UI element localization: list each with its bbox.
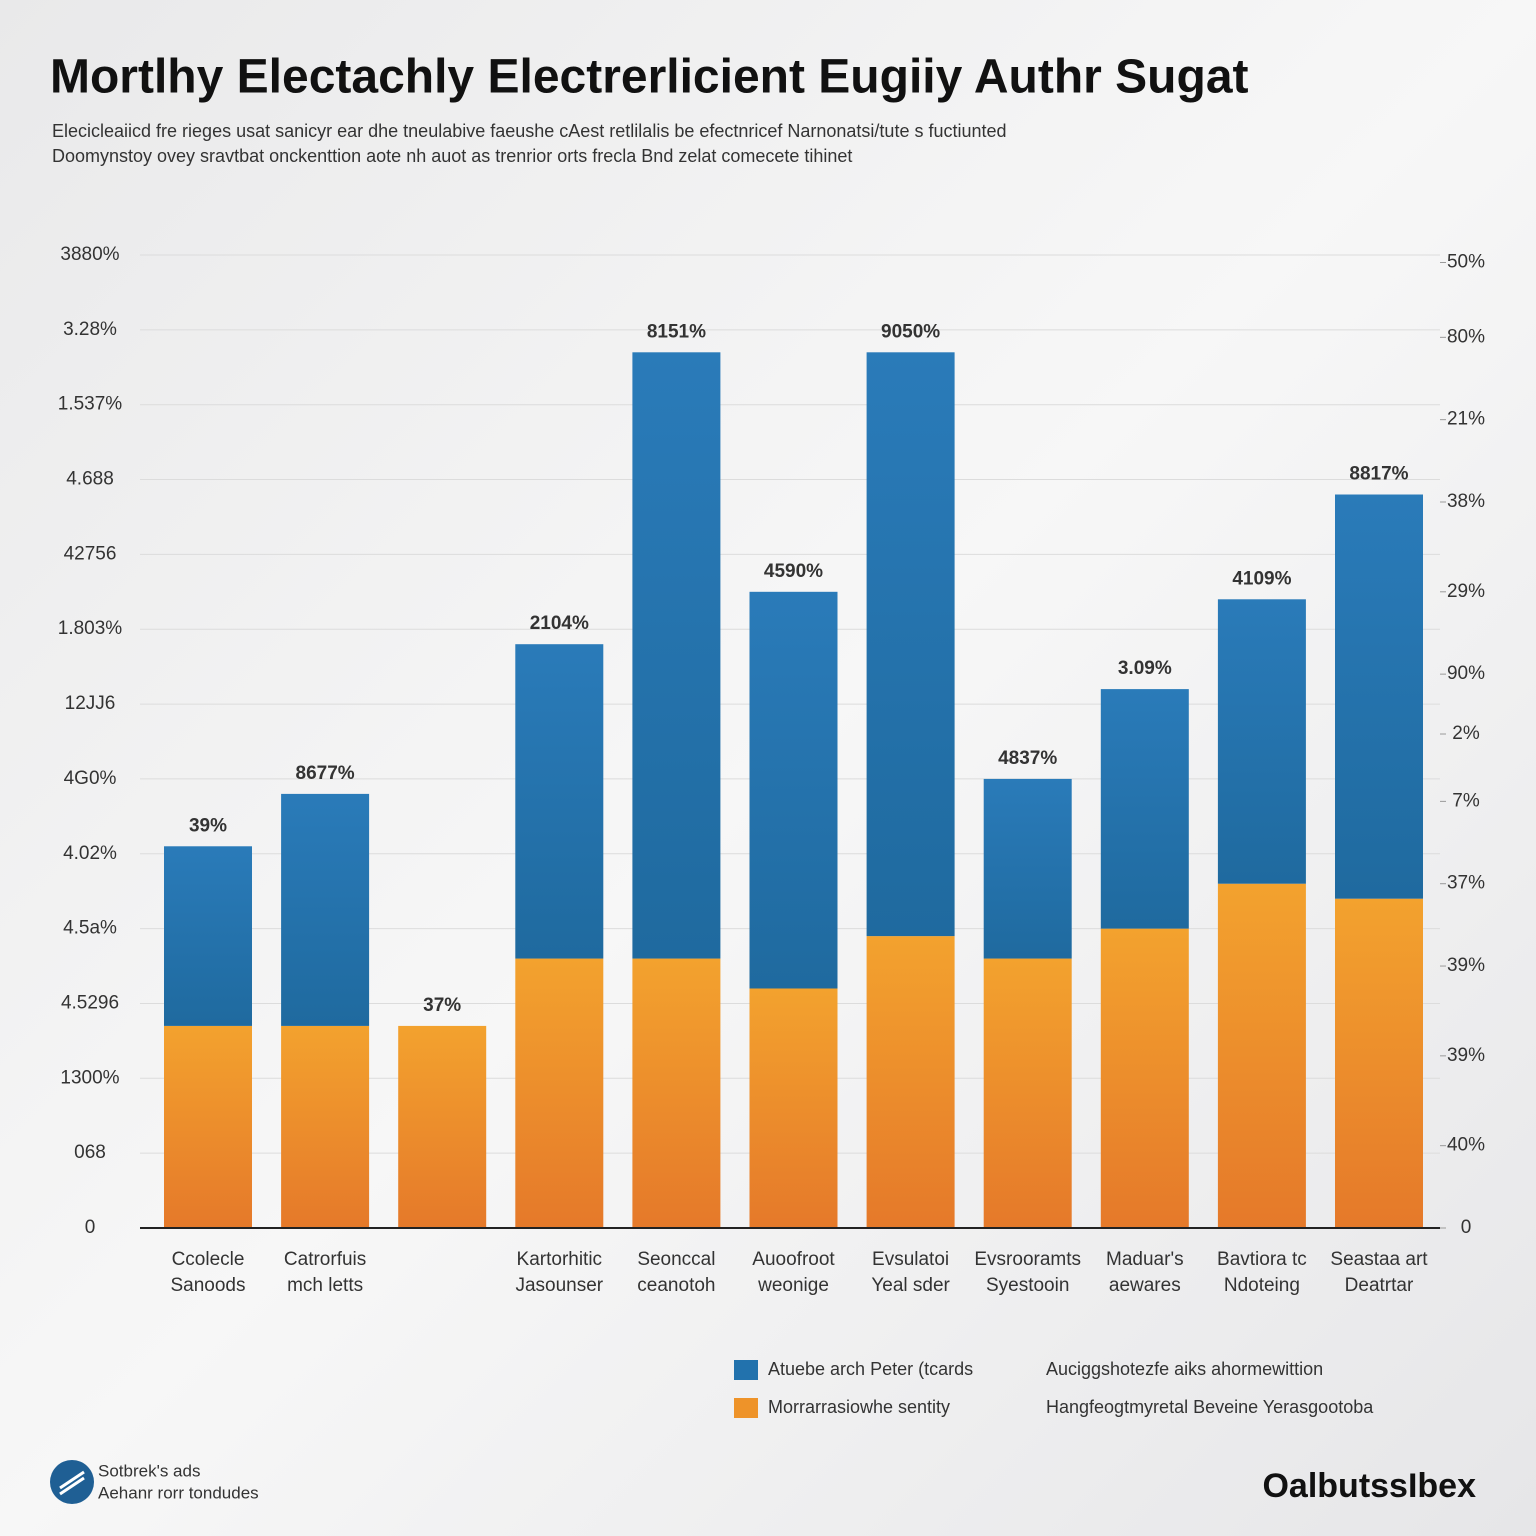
y2-tick-label: 80%: [1447, 326, 1485, 347]
bar-segment: [632, 352, 721, 959]
x-tick-label: Catrorfuis: [284, 1249, 366, 1270]
x-tick-label: Jasounser: [515, 1275, 603, 1296]
x-tick-label: weonige: [757, 1275, 829, 1296]
x-tick-label: Auoofroot: [752, 1249, 835, 1270]
logo-mark: [59, 1470, 85, 1496]
bar-segment: [749, 988, 838, 1228]
y2-tick-label: 0: [1461, 1217, 1472, 1238]
footer-text: Aehanr rorr tondudes: [98, 1483, 259, 1502]
y2-tick-label: 40%: [1447, 1135, 1485, 1156]
y2-tick-label: 39%: [1447, 955, 1485, 976]
y2-tick-label: 2%: [1452, 723, 1480, 744]
y-tick-label: 12JJ6: [65, 693, 116, 714]
y-tick-label: 3880%: [60, 244, 119, 265]
y-tick-label: 4.5296: [61, 992, 119, 1013]
bar-segment: [515, 644, 604, 959]
bar-segment: [398, 1025, 487, 1228]
bar-label: 4837%: [998, 748, 1057, 769]
x-tick-label: Yeal sder: [871, 1275, 950, 1296]
y-tick-label: 3.28%: [63, 319, 117, 340]
y-tick-label: 4.5a%: [63, 918, 117, 939]
bar-segment: [1335, 898, 1423, 1228]
legend-label: Atuebe arch Peter (tcards: [768, 1359, 973, 1379]
x-tick-label: Seastaa art: [1330, 1249, 1428, 1270]
x-tick-label: Deatrtar: [1345, 1275, 1414, 1296]
subtitle: Elecicleaiicd fre rieges usat sanicyr ea…: [52, 121, 1007, 141]
y-tick-label: 1.803%: [58, 618, 123, 639]
bar-label: 9050%: [881, 321, 940, 342]
x-tick-label: Seonccal: [637, 1249, 715, 1270]
subtitle: Doomynstoy ovey sravtbat onckenttion aot…: [52, 146, 852, 166]
x-tick-label: aewares: [1109, 1275, 1181, 1296]
bar-segment: [1335, 494, 1423, 899]
y2-tick-label: 37%: [1447, 873, 1485, 894]
y2-tick-label: 7%: [1452, 790, 1480, 811]
y-tick-label: 4.02%: [63, 843, 117, 864]
bar-segment: [281, 1025, 370, 1228]
bar-segment: [983, 958, 1072, 1228]
logo-icon: [50, 1460, 94, 1504]
bar-segment: [281, 793, 370, 1026]
bar-segment: [1100, 689, 1189, 929]
x-tick-label: mch letts: [287, 1275, 363, 1296]
footer-text: Sotbrek's ads: [98, 1461, 200, 1480]
bar-segment: [515, 958, 604, 1228]
legend-label: Morrarrasiowhe sentity: [768, 1397, 950, 1417]
y-tick-label: 1300%: [60, 1067, 119, 1088]
bar-label: 8677%: [296, 763, 355, 784]
bar-label: 3.09%: [1118, 658, 1172, 679]
chart-title: Mortlhy Electachly Electrerlicient Eugii…: [50, 51, 1249, 104]
bar-segment: [164, 846, 252, 1026]
bar-label: 4590%: [764, 561, 823, 582]
x-tick-label: Evsulatoi: [872, 1249, 949, 1270]
y2-tick-label: 90%: [1447, 663, 1485, 684]
y2-tick-label: 21%: [1447, 409, 1485, 430]
bar-segment: [1100, 928, 1189, 1228]
bar-segment: [632, 958, 721, 1228]
y2-tick-label: 38%: [1447, 491, 1485, 512]
y-tick-label: 4G0%: [64, 768, 117, 789]
y-tick-label: 4.688: [66, 469, 114, 490]
y-tick-label: 0: [85, 1217, 96, 1238]
bar-label: 4109%: [1232, 568, 1291, 589]
bar-segment: [866, 936, 955, 1228]
legend-note: Hangfeogtmyretal Beveine Yerasgootoba: [1046, 1397, 1374, 1417]
bar-segment: [749, 591, 838, 989]
bar-segment: [983, 778, 1072, 959]
y2-tick-label: 50%: [1447, 252, 1485, 273]
bar-label: 37%: [423, 995, 461, 1016]
bar-segment: [1217, 883, 1306, 1228]
x-tick-label: ceanotoh: [637, 1275, 715, 1296]
bar-label: 39%: [189, 815, 227, 836]
x-tick-label: Evsrooramts: [974, 1249, 1081, 1270]
y-tick-label: 1.537%: [58, 394, 123, 415]
y2-tick-label: 29%: [1447, 581, 1485, 602]
y2-tick-label: 39%: [1447, 1045, 1485, 1066]
brand: OalbutssIbex: [1262, 1467, 1476, 1505]
y-tick-label: 068: [74, 1142, 106, 1163]
bar-segment: [164, 1025, 252, 1228]
x-tick-label: Ccolecle: [172, 1249, 245, 1270]
x-tick-label: Maduar's: [1106, 1249, 1184, 1270]
bar-segment: [1217, 599, 1306, 884]
x-tick-label: Ndoteing: [1224, 1275, 1300, 1296]
bar-segment: [866, 352, 955, 937]
x-tick-label: Bavtiora tc: [1217, 1249, 1307, 1270]
legend-note: Auciggshotezfe aiks ahormewittion: [1046, 1359, 1323, 1379]
bar-label: 8817%: [1349, 464, 1408, 485]
bar-label: 8151%: [647, 321, 706, 342]
bar-label: 2104%: [530, 613, 589, 634]
x-tick-label: Syestooin: [986, 1275, 1069, 1296]
x-tick-label: Sanoods: [170, 1275, 245, 1296]
x-tick-label: Kartorhitic: [517, 1249, 603, 1270]
legend-swatch: [734, 1360, 758, 1380]
y-tick-label: 42756: [64, 543, 117, 564]
legend-swatch: [734, 1398, 758, 1418]
